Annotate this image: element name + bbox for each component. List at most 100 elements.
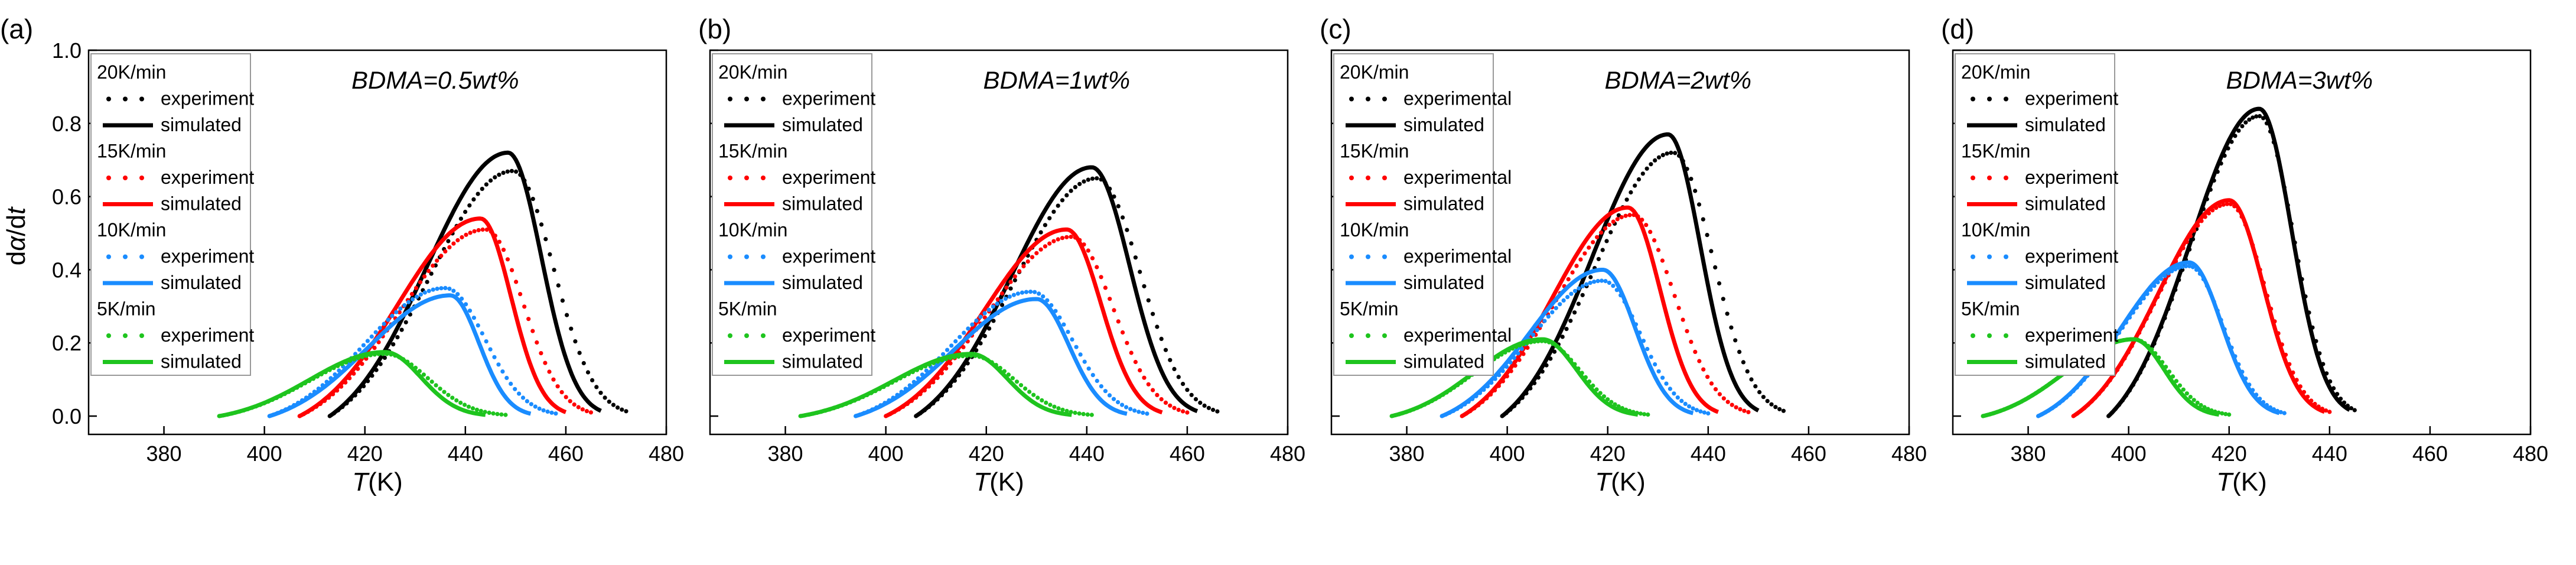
x-tick-label: 400 (2111, 441, 2147, 466)
experiment-point (584, 409, 590, 414)
experiment-point (328, 376, 333, 381)
experiment-point (919, 366, 923, 371)
experiment-point (894, 378, 898, 383)
experiment-point (620, 407, 624, 412)
experiment-point (1561, 298, 1566, 303)
experiment-point (351, 371, 356, 376)
experiment-point (2282, 185, 2287, 190)
experiment-point (2026, 395, 2031, 400)
experiment-point (1017, 269, 1022, 274)
experiment-point (1640, 217, 1644, 222)
experiment-point (1447, 410, 1452, 415)
experiment-point (2298, 384, 2303, 389)
experiment-point (464, 232, 468, 237)
experiment-point (1614, 288, 1619, 293)
legend: 20K/min experiment simulated 15K/min experim… (1955, 53, 2118, 376)
legend-label-simulated: simulated (161, 351, 242, 372)
experiment-point (1512, 404, 1517, 408)
experiment-point (1738, 407, 1743, 412)
experiment-point (2023, 397, 2028, 402)
experiment-point (585, 370, 591, 375)
experiment-point (2212, 300, 2216, 304)
experiment-point (1176, 407, 1181, 413)
experiment-point (1077, 238, 1082, 242)
experiment-point (458, 216, 464, 221)
panel-label: (b) (698, 14, 731, 44)
experiment-point (331, 392, 336, 397)
legend-marker-experiment (761, 176, 766, 180)
experiment-point (284, 407, 288, 412)
experiment-point (1668, 281, 1673, 286)
experiment-point (435, 258, 439, 263)
experiment-point (1459, 380, 1464, 385)
experiment-point (1675, 395, 1680, 400)
x-tick-label: 400 (868, 441, 904, 466)
experiment-point (2215, 309, 2220, 313)
experiment-point (2138, 300, 2142, 306)
experiment-point (1095, 265, 1099, 269)
experiment-point (1468, 409, 1473, 414)
experiment-point (858, 413, 862, 417)
experiment-point (2046, 408, 2051, 413)
experiment-point (513, 387, 517, 391)
experiment-point (525, 399, 530, 404)
legend-marker-experiment (1971, 176, 1975, 180)
experiment-point (1672, 391, 1676, 396)
experiment-point (305, 410, 310, 414)
experiment-point (2243, 376, 2248, 381)
experiment-point (2349, 406, 2353, 411)
experiment-point (1441, 392, 1445, 397)
experiment-point (1108, 186, 1112, 191)
experiment-point (310, 407, 314, 412)
experiment-point (1128, 407, 1133, 411)
experiment-point (401, 357, 406, 362)
experiment-point (1008, 286, 1013, 291)
experiment-point (1653, 158, 1657, 163)
experiment-point (1543, 339, 1548, 344)
experiment-point (2100, 387, 2105, 392)
experiment-point (344, 401, 349, 406)
experiment-point (517, 391, 522, 396)
experiment-point (2064, 395, 2069, 400)
experiment-point (2243, 222, 2248, 227)
experiment-point (1074, 345, 1079, 349)
experiment-point (2159, 324, 2164, 329)
experiment-point (1090, 176, 1095, 181)
experiment-point (2190, 265, 2196, 269)
experiment-point (931, 401, 936, 406)
experiment-point (357, 348, 362, 352)
legend-marker-experiment (1382, 254, 1387, 259)
experiment-point (973, 353, 978, 358)
experiment-point (1694, 408, 1699, 413)
experiment-point (1389, 414, 1394, 418)
experiment-point (510, 268, 514, 272)
experiment-point (1649, 162, 1653, 167)
x-tick-label: 400 (247, 441, 282, 466)
experiment-point (2043, 410, 2048, 415)
experiment-point (1626, 306, 1631, 311)
experiment-point (2151, 302, 2156, 307)
experiment-point (307, 379, 312, 384)
panel-1: 0.0 0.2 0.4 0.6 0.8 1.0 380 400 420 440 460 480 T(K)… (0, 14, 684, 496)
experiment-point (1440, 414, 1444, 418)
experiment-point (1576, 301, 1581, 306)
experiment-point (1637, 330, 1642, 335)
legend-label-experiment: experiment (2025, 167, 2118, 188)
experiment-point (985, 358, 990, 362)
experiment-point (1038, 230, 1043, 235)
experiment-point (2278, 410, 2283, 415)
experiment-point (1052, 404, 1057, 409)
experiment-point (2170, 269, 2174, 274)
experiment-point (827, 407, 832, 412)
experiment-point (471, 197, 476, 202)
experiment-point (1133, 359, 1138, 365)
experiment-point (1142, 284, 1147, 288)
experiment-point (1600, 248, 1605, 252)
x-tick-label: 380 (146, 441, 182, 466)
x-tick-label: 480 (1270, 441, 1305, 466)
experiment-point (1480, 400, 1485, 404)
experiment-point (1644, 223, 1649, 228)
experiment-point (1995, 410, 1999, 414)
experiment-point (1095, 378, 1099, 384)
legend-marker-experiment (139, 333, 144, 338)
